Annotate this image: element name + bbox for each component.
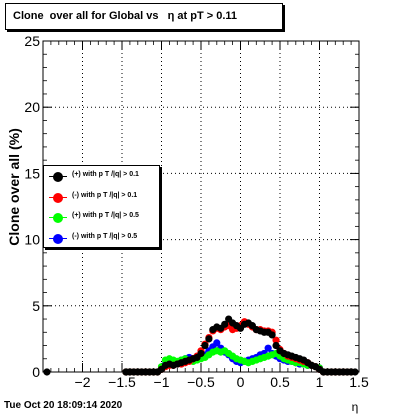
legend-label: (+) with p T /|q| > 0.5 xyxy=(72,212,139,219)
y-tick-label: 20 xyxy=(24,99,40,115)
legend-marker xyxy=(53,193,63,203)
legend-marker xyxy=(53,172,63,182)
marker-layer xyxy=(43,315,359,376)
x-axis-label: η xyxy=(352,400,359,414)
y-axis-label: Clone over all (%) xyxy=(6,128,22,245)
data-point xyxy=(221,320,229,328)
x-tick-label: 1.5 xyxy=(349,374,369,390)
x-tick-label: −0.5 xyxy=(187,374,215,390)
y-tick-label: 5 xyxy=(32,298,40,314)
timestamp: Tue Oct 20 18:09:14 2020 xyxy=(4,400,123,411)
x-tick-label: 0 xyxy=(237,374,245,390)
legend-label: (+) with p T /|q| > 0.1 xyxy=(72,171,139,178)
x-tick-label: −1.5 xyxy=(108,374,136,390)
legend-entry-minus-01: (-) with p T /|q| > 0.1 xyxy=(48,190,158,206)
y-tick-label: 25 xyxy=(24,33,40,49)
y-tick-label: 0 xyxy=(32,364,40,380)
data-point xyxy=(351,368,359,376)
chart-title: Clone over all for Global vs η at pT > 0… xyxy=(5,3,283,30)
data-point xyxy=(272,341,280,350)
data-point xyxy=(201,341,209,350)
data-point xyxy=(264,344,272,352)
legend-entry-minus-05: (-) with p T /|q| > 0.5 xyxy=(48,231,158,247)
legend-label: (-) with p T /|q| > 0.1 xyxy=(72,192,138,199)
legend-marker xyxy=(53,213,63,223)
legend-marker xyxy=(53,234,63,244)
data-point xyxy=(272,336,280,344)
x-tick-label: 0.5 xyxy=(270,374,290,390)
x-tick-label: −1 xyxy=(154,374,170,390)
legend-label: (-) with p T /|q| > 0.5 xyxy=(72,233,138,240)
x-tick-label: 1 xyxy=(316,374,324,390)
axis-layer: −2 −1.5 −1 −0.5 0 0.5 1 1.5 0 5 10 15 20 25 xyxy=(24,33,369,390)
data-point xyxy=(268,331,276,339)
y-tick-label: 15 xyxy=(24,165,40,181)
data-point xyxy=(213,339,221,347)
legend-entry-plus-01: (+) with p T /|q| > 0.1 xyxy=(48,169,158,185)
x-tick-label: −2 xyxy=(75,374,91,390)
data-point xyxy=(43,368,51,376)
data-point xyxy=(197,349,205,358)
y-tick-label: 10 xyxy=(24,232,40,248)
legend-entry-plus-05: (+) with p T /|q| > 0.5 xyxy=(48,210,158,226)
legend: (+) with p T /|q| > 0.1 (-) with p T /|q… xyxy=(43,165,160,248)
data-point xyxy=(205,335,213,343)
